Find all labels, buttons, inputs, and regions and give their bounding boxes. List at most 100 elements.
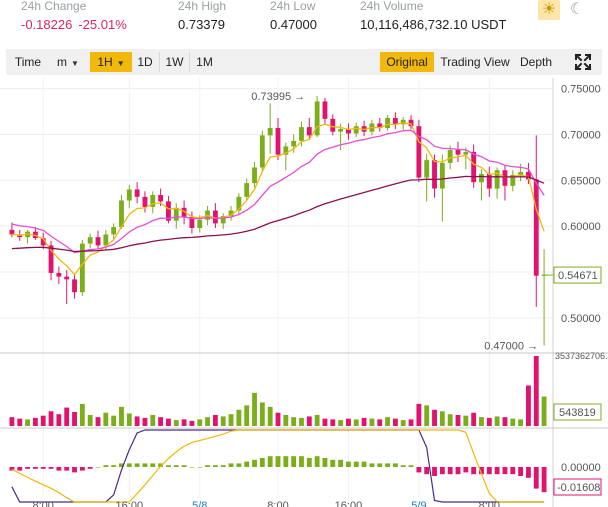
candle-body <box>424 160 430 178</box>
candle[interactable] <box>25 229 30 244</box>
minute-dropdown[interactable]: m ▼ <box>48 52 88 72</box>
candle[interactable] <box>189 211 195 234</box>
candle[interactable] <box>56 266 62 284</box>
volume-bar <box>158 417 164 426</box>
volume-bar <box>502 417 508 426</box>
time-button[interactable]: Time <box>14 55 42 69</box>
candle[interactable] <box>471 144 477 188</box>
candle-body <box>463 151 469 155</box>
candle[interactable] <box>181 200 187 225</box>
chart-canvas[interactable]: 0.750000.700000.650000.600000.550000.500… <box>0 78 608 507</box>
candle-body <box>236 196 242 211</box>
candle[interactable] <box>228 205 234 221</box>
depth-button[interactable]: Depth <box>519 55 553 69</box>
price-chart[interactable]: 0.750000.700000.650000.600000.550000.500… <box>0 78 608 507</box>
candle[interactable] <box>48 240 54 281</box>
candle[interactable] <box>408 115 414 129</box>
candle[interactable] <box>87 233 93 249</box>
candle[interactable] <box>173 203 179 229</box>
candle[interactable] <box>526 162 531 184</box>
candle[interactable] <box>416 119 422 183</box>
macd-bar <box>338 459 344 467</box>
change-percent: -25.01% <box>78 17 127 32</box>
candle[interactable] <box>142 191 148 213</box>
candle[interactable] <box>392 112 398 129</box>
candle[interactable] <box>166 195 171 224</box>
candle-body <box>518 172 524 175</box>
interval-1w-button[interactable]: 1W <box>159 52 189 72</box>
candle[interactable] <box>346 123 351 140</box>
candle[interactable] <box>502 164 508 201</box>
candle[interactable] <box>479 169 484 201</box>
volume-bar <box>236 409 242 426</box>
candle[interactable] <box>259 130 265 172</box>
volume-bar <box>181 419 187 426</box>
candle[interactable] <box>455 141 461 162</box>
volume-bar <box>416 403 422 426</box>
candle[interactable] <box>494 167 500 199</box>
expand-icon[interactable] <box>572 52 594 72</box>
candle[interactable] <box>252 161 257 188</box>
current-price-tag <box>553 266 602 284</box>
candle[interactable] <box>377 117 383 132</box>
candle[interactable] <box>510 170 516 192</box>
macd-bar <box>299 456 304 467</box>
macd-bar <box>72 467 77 473</box>
candle[interactable] <box>119 194 124 229</box>
candle[interactable] <box>314 95 320 138</box>
interval-1m-button[interactable]: 1M <box>189 52 219 72</box>
candle[interactable] <box>353 122 359 138</box>
volume-bar <box>259 402 265 426</box>
volume-bar <box>40 415 46 426</box>
candle-body <box>189 217 195 229</box>
candle[interactable] <box>267 103 273 154</box>
interval-1d-button[interactable]: 1D <box>137 55 153 69</box>
candle[interactable] <box>134 182 140 204</box>
candle-body <box>502 170 508 186</box>
tradingview-button[interactable]: Trading View <box>440 55 510 69</box>
candle[interactable] <box>463 147 469 170</box>
macd-bar <box>181 465 187 467</box>
candle[interactable] <box>150 191 156 214</box>
stat-value: 10,116,486,732.10 USDT <box>360 17 507 32</box>
original-view-button[interactable]: Original <box>380 52 434 72</box>
candle[interactable] <box>275 117 281 161</box>
candle[interactable] <box>518 163 524 182</box>
candle[interactable] <box>72 273 77 299</box>
candle[interactable] <box>541 249 547 346</box>
candle[interactable] <box>533 135 539 307</box>
candle[interactable] <box>306 117 312 140</box>
candle[interactable] <box>424 153 430 202</box>
volume-bar <box>228 414 234 426</box>
interval-1h-button[interactable]: 1H ▼ <box>90 52 132 72</box>
candle[interactable] <box>95 230 101 250</box>
macd-bar <box>95 467 101 468</box>
candle-body <box>283 146 289 155</box>
candle[interactable] <box>385 115 390 131</box>
candle[interactable] <box>244 178 250 201</box>
moon-icon[interactable]: ☾ <box>569 1 585 18</box>
candle-body <box>103 234 109 246</box>
candle[interactable] <box>439 154 445 222</box>
candle[interactable] <box>322 97 328 125</box>
volume-bar <box>197 419 203 426</box>
candle[interactable] <box>64 270 70 305</box>
candle[interactable] <box>111 223 117 240</box>
candle[interactable] <box>330 114 336 136</box>
candle[interactable] <box>212 203 218 229</box>
market-stats: 24h Change -0.18226 -25.01% 24h High 0.73… <box>0 0 608 44</box>
volume-bar <box>64 407 70 426</box>
macd-bar <box>463 467 469 473</box>
volume-bar <box>526 385 531 426</box>
candle[interactable] <box>236 193 242 215</box>
candle[interactable] <box>486 166 492 197</box>
candle[interactable] <box>40 232 46 250</box>
candle[interactable] <box>79 239 85 296</box>
candle[interactable] <box>220 213 226 229</box>
sun-icon[interactable]: ☀ <box>538 0 560 20</box>
candle[interactable] <box>291 134 297 153</box>
candle-body <box>447 150 453 163</box>
candle[interactable] <box>283 142 289 171</box>
macd-bar <box>32 467 38 469</box>
candle[interactable] <box>126 184 132 208</box>
